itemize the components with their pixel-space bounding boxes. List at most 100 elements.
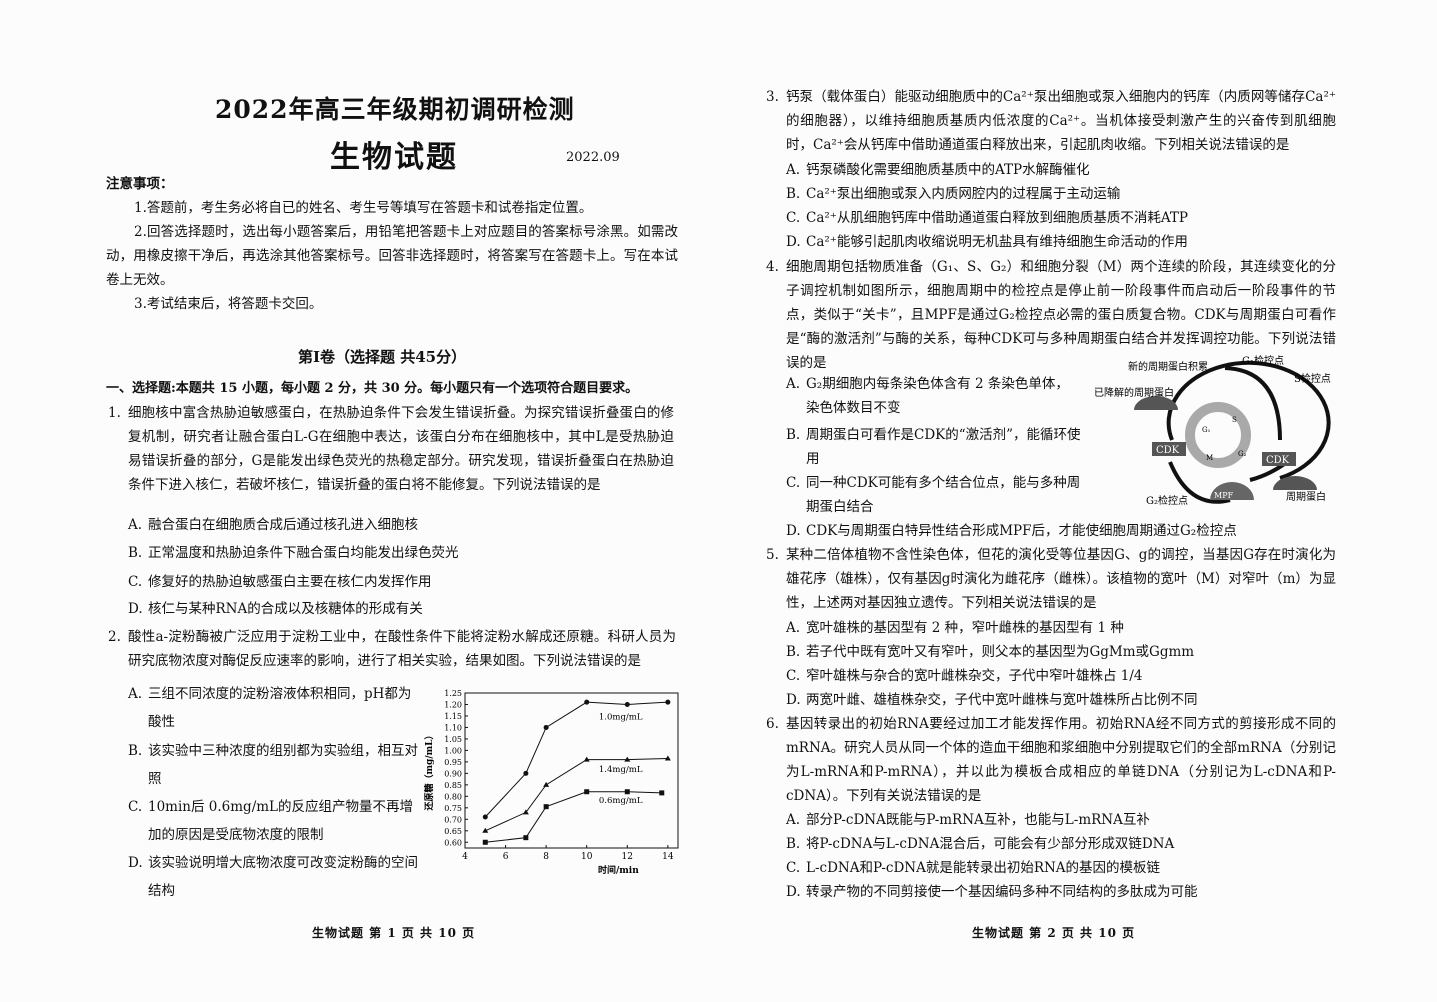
question-stem: 细胞核中富含热胁迫敏感蛋白，在热胁迫条件下会发生错误折叠。为探究错误折叠蛋白的修…: [128, 405, 674, 493]
series-label: 1.4mg/mL: [599, 765, 643, 775]
x-tick-label: 6: [503, 852, 509, 862]
x-tick-label: 8: [543, 852, 549, 862]
q6-option-a: A. 部分P-cDNA既能与P-mRNA互补，也能与L-mRNA互补: [786, 812, 1150, 828]
data-point: [482, 827, 489, 833]
question-2: 2. 酸性a-淀粉酶被广泛应用于淀粉工业中，在酸性条件下能将淀粉水解成还原糖。科研…: [108, 629, 676, 669]
q1-option-b: B. 正常温度和热胁迫条件下融合蛋白均能发出绿色荧光: [128, 545, 459, 561]
q5-option-c: C. 窄叶雄株与杂合的宽叶雌株杂交，子代中窄叶雄株占 1/4: [786, 668, 1143, 684]
y-tick-label: 1.20: [444, 700, 462, 709]
q2-option-b: B. 该实验中三种浓度的组别都为实验组，相互对照: [128, 743, 418, 787]
q3-option-c: C. Ca²⁺从肌细胞钙库中借助通道蛋白释放到细胞质基质不消耗ATP: [786, 210, 1189, 226]
y-tick-label: 1.25: [444, 689, 462, 698]
subject-title: 生物试题: [330, 140, 458, 175]
q3-option-b: B. Ca²⁺泵出细胞或泵入内质网腔内的过程属于主动运输: [786, 186, 1121, 202]
y-tick-label: 0.70: [444, 815, 462, 824]
q4-option-d: D. CDK与周期蛋白特异性结合形成MPF后，才能使细胞周期通过G₂检控点: [786, 523, 1237, 539]
q2-option-c: C. 10min后 0.6mg/mL的反应组产物量不再增加的原因是受底物浓度的限制: [128, 799, 414, 843]
q1-option-d: D. 核仁与某种RNA的合成以及核糖体的形成有关: [128, 601, 423, 617]
q2-option-a: A. 三组不同浓度的淀粉溶液体积相同，pH都为酸性: [128, 686, 412, 730]
svg-text:G₁: G₁: [1202, 426, 1211, 434]
data-point: [664, 755, 671, 761]
data-point: [624, 701, 630, 707]
x-tick-label: 10: [581, 852, 593, 862]
y-tick-label: 1.00: [444, 746, 462, 755]
q4-option-c: C. 同一种CDK可能有多个结合位点，能与多种周期蛋白结合: [786, 475, 1081, 515]
y-tick-label: 0.75: [444, 804, 462, 813]
notice-2: 2.回答选择题时，选出每小题答案后，用铅笔把答题卡上对应题目的答案标号涂黑。如需…: [106, 224, 678, 288]
data-point: [659, 790, 665, 796]
x-tick-label: 14: [662, 852, 674, 862]
q4-option-a: A. G₂期细胞内每条染色体含有 2 条染色单体，染色体数目不变: [786, 376, 1069, 416]
q3-option-d: D. Ca²⁺能够引起肌肉收缩说明无机盐具有维持细胞生命活动的作用: [786, 234, 1188, 250]
label-degraded-cyclin: 已降解的周期蛋白: [1094, 386, 1174, 399]
data-point: [543, 724, 549, 730]
svg-text:MPF: MPF: [1214, 491, 1234, 500]
data-point: [482, 814, 488, 820]
q6-option-c: C. L-cDNA和P-cDNA就是能转录出初始RNA的基因的模板链: [786, 860, 1161, 876]
svg-text:CDK: CDK: [1156, 445, 1180, 456]
data-point: [665, 699, 671, 705]
label-g2-checkpoint: G₂检控点: [1146, 494, 1188, 507]
label-new-cyclin: 新的周期蛋白积累: [1128, 360, 1208, 373]
y-tick-label: 1.15: [444, 712, 462, 721]
mpf-shape: [1210, 482, 1254, 500]
exam-date: 2022.09: [566, 150, 620, 165]
series-line: [485, 791, 662, 843]
plot-frame: [464, 692, 679, 849]
data-point: [583, 756, 590, 762]
svg-text:M: M: [1206, 454, 1213, 462]
data-point: [543, 781, 550, 787]
svg-text:S: S: [1232, 416, 1237, 424]
section-title: 第Ⅰ卷（选择题 共45分）: [298, 348, 467, 366]
q4-option-b: B. 周期蛋白可看作是CDK的“激活剂”，能循环使用: [786, 427, 1081, 467]
notice-heading: 注意事项：: [106, 176, 174, 192]
x-tick-label: 12: [622, 852, 633, 862]
question-3: 3. 钙泵（载体蛋白）能驱动细胞质中的Ca²⁺泵出细胞或泵入细胞内的钙库（内质网等…: [766, 89, 1336, 153]
page-footer: 生物试题 第 1 页 共 10 页: [312, 926, 476, 940]
y-tick-label: 1.10: [444, 723, 462, 732]
q1-option-c: C. 修复好的热胁迫敏感蛋白主要在核仁内发挥作用: [128, 574, 432, 590]
svg-text:G₂: G₂: [1238, 450, 1247, 458]
data-point: [543, 804, 549, 810]
question-4: 4. 细胞周期包括物质准备（G₁、S、G₂）和细胞分裂（M）两个连续的阶段，其连续…: [766, 259, 1336, 371]
svg-text:CDK: CDK: [1266, 455, 1290, 466]
data-point: [522, 809, 529, 815]
question-number: 1.: [108, 405, 121, 421]
y-tick-label: 0.90: [444, 769, 462, 778]
q2-option-d: D. 该实验说明增大底物浓度可改变淀粉酶的空间结构: [128, 855, 418, 899]
cdk-right: [1262, 452, 1296, 466]
cell-cycle-diagram: CDK CDK MPF G₁ S G₂ M 新的周期蛋白积累 已降解的周期蛋白 …: [1094, 354, 1331, 507]
series-line: [485, 757, 668, 832]
y-axis-label: 还原糖（mg/mL）: [423, 731, 435, 812]
q5-option-b: B. 若子代中既有宽叶又有窄叶，则父本的基因型为GgMm或Ggmm: [786, 644, 1195, 660]
y-tick-label: 0.85: [444, 781, 462, 790]
notice-1: 1.答题前，考生务必将自已的姓名、考生号等填写在答题卡和试卷指定位置。: [134, 200, 593, 216]
section-intro: 一、选择题:本题共 15 小题，每小题 2 分，共 30 分。每小题只有一个选项…: [106, 381, 639, 396]
data-point: [584, 789, 590, 795]
x-axis-label: 时间/min: [598, 864, 639, 876]
data-point: [523, 770, 529, 776]
y-tick-label: 0.65: [444, 827, 462, 836]
series-line: [484, 701, 668, 818]
y-tick-label: 1.05: [444, 735, 462, 744]
series-label: 1.0mg/mL: [599, 712, 643, 722]
data-point: [584, 699, 590, 705]
notice-3: 3.考试结束后，将答题卡交回。: [134, 296, 323, 312]
label-g1-checkpoint: G₁检控点: [1242, 354, 1284, 367]
y-tick-label: 0.60: [444, 838, 462, 847]
question-6: 6. 基因转录出的初始RNA要经过加工才能发挥作用。初始RNA经不同方式的剪接形成…: [766, 716, 1336, 804]
question-1: 1. 细胞核中富含热胁迫敏感蛋白，在热胁迫条件下会发生错误折叠。为探究错误折叠蛋白…: [108, 401, 674, 497]
q5-option-d: D. 两宽叶雌、雄植株杂交，子代中宽叶雌株与宽叶雄株所占比例不同: [786, 692, 1198, 708]
data-point: [624, 789, 630, 795]
y-tick-label: 0.95: [444, 758, 462, 767]
q3-option-a: A. 钙泵磷酸化需要细胞质基质中的ATP水解酶催化: [786, 162, 1090, 178]
data-point: [482, 839, 488, 845]
label-cyclin: 周期蛋白: [1286, 490, 1326, 503]
series-label: 0.6mg/mL: [599, 796, 643, 806]
data-point: [624, 756, 631, 762]
y-tick-label: 0.80: [444, 792, 462, 801]
reducing-sugar-chart: 0.60 0.65 0.70 0.75 0.80 0.85 0.90 0.95 1.00 1.05…: [423, 689, 679, 876]
question-5: 5. 某种二倍体植物不含性染色体，但花的演化受等位基因G、g的调控，当基因G存在时…: [766, 547, 1336, 611]
x-tick-label: 4: [462, 852, 468, 862]
